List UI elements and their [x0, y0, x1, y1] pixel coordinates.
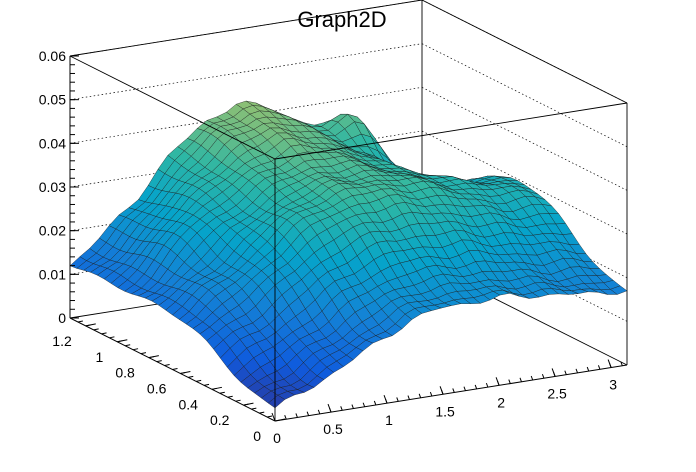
z-grid-line	[421, 43, 628, 147]
z-tick-label: 0.05	[39, 92, 66, 108]
x-tick-label: 1.5	[435, 403, 455, 419]
z-tick-label: 0.01	[39, 266, 66, 282]
x-minor-tick	[340, 406, 343, 411]
y-tick-label: 1	[96, 349, 104, 365]
x-minor-tick	[508, 379, 511, 384]
x-minor-tick	[441, 390, 444, 395]
y-tick-label: 0.8	[115, 365, 135, 381]
x-minor-tick	[564, 370, 567, 375]
y-minor-tick	[156, 360, 162, 363]
surface-patch	[267, 394, 286, 409]
x-minor-tick	[553, 372, 556, 377]
z-grid-line	[421, 87, 628, 191]
y-minor-tick	[117, 340, 123, 343]
y-minor-tick	[180, 371, 186, 374]
y-minor-tick	[235, 399, 241, 402]
x-tick-label: 3	[609, 377, 617, 393]
front-frame	[69, 55, 628, 421]
z-grid-line	[69, 43, 423, 101]
x-minor-tick	[586, 366, 590, 372]
y-tick-label: 0.6	[147, 380, 167, 396]
x-tick-label: 0	[273, 430, 281, 446]
frame-edge	[69, 0, 423, 57]
y-minor-tick	[188, 375, 194, 378]
x-tick-label: 2.5	[547, 385, 567, 401]
z-tick-label: 0.02	[39, 223, 66, 239]
x-minor-tick	[429, 391, 433, 397]
chart-title: Graph2D	[297, 7, 386, 32]
z-tick-label: 0.06	[39, 48, 66, 64]
x-minor-tick	[452, 388, 455, 393]
axes: 0 0.5 1 1.5 2 2.5 3 0 0.2 0.4 0.6 0.8 1 1.2 0 0.01 0.02 0…	[39, 48, 628, 446]
y-tick	[274, 418, 286, 422]
x-minor-tick	[597, 365, 601, 370]
z-tick-label: 0.04	[39, 135, 66, 151]
y-minor-tick	[196, 379, 202, 382]
x-minor-tick	[362, 402, 366, 407]
y-minor-tick	[132, 348, 139, 351]
x-minor-tick	[519, 377, 522, 382]
y-minor-tick	[211, 387, 218, 390]
x-minor-tick	[351, 404, 354, 409]
x-minor-tick	[485, 382, 489, 388]
frame-edge	[274, 102, 628, 160]
x-tick-label: 0.5	[323, 421, 343, 437]
x-minor-tick	[306, 411, 310, 416]
y-minor-tick	[251, 407, 257, 410]
x-minor-tick	[396, 397, 399, 402]
z-tick-label: 0	[58, 310, 66, 326]
x-tick-label: 2	[497, 394, 505, 410]
frame-edge	[69, 55, 276, 160]
x-minor-tick	[541, 374, 545, 379]
x-minor-tick	[609, 363, 612, 368]
y-minor-tick	[243, 403, 249, 406]
z-tick-label: 0.03	[39, 179, 66, 195]
x-minor-tick	[418, 393, 422, 399]
frame-edge	[421, 0, 628, 104]
y-minor-tick	[267, 415, 273, 418]
y-minor-tick	[140, 352, 147, 355]
y-minor-tick	[85, 324, 91, 327]
x-minor-tick	[497, 381, 500, 386]
x-minor-tick	[284, 415, 287, 420]
y-minor-tick	[101, 332, 107, 335]
x-axis-line	[274, 364, 628, 422]
y-minor-tick	[125, 344, 131, 347]
x-tick	[271, 412, 276, 422]
x-minor-tick	[329, 407, 332, 413]
surface-mesh	[69, 100, 628, 409]
x-minor-tick	[317, 409, 321, 415]
y-minor-tick	[227, 395, 233, 398]
x-tick-label: 1	[385, 412, 393, 428]
x-minor-tick	[463, 386, 466, 391]
x-minor-tick	[385, 398, 388, 404]
y-minor-tick	[93, 328, 99, 331]
x-minor-tick	[295, 413, 298, 418]
y-tick-label: 0	[253, 428, 261, 444]
y-minor-tick	[219, 391, 225, 394]
y-minor-tick	[109, 336, 115, 339]
y-tick-label: 0.2	[210, 412, 230, 428]
y-minor-tick	[172, 368, 178, 370]
y-tick-label: 0.4	[178, 396, 198, 412]
x-minor-tick	[530, 375, 534, 381]
x-minor-tick	[620, 361, 623, 366]
y-tick-label: 1.2	[52, 333, 72, 349]
y-minor-tick	[203, 383, 210, 386]
z-grid-line	[69, 86, 423, 144]
y-minor-tick	[77, 320, 83, 323]
x-minor-tick	[575, 368, 578, 374]
y-minor-tick	[148, 356, 154, 359]
y-minor-tick	[164, 364, 170, 367]
x-minor-tick	[474, 384, 478, 390]
y-minor-tick	[259, 411, 265, 414]
x-minor-tick	[407, 395, 410, 400]
x-minor-tick	[373, 400, 377, 406]
